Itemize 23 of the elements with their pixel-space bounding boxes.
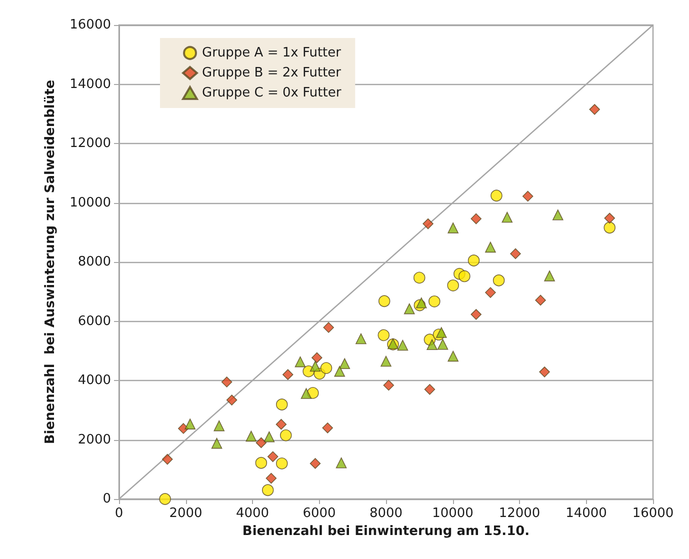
x-tick-label: 2000 (169, 506, 202, 521)
x-tick-label: 6000 (302, 506, 336, 521)
y-tick-label: 12000 (70, 136, 111, 151)
y-tick-label: 16000 (70, 18, 111, 32)
x-tick-label: 0 (114, 506, 124, 521)
legend-label: Gruppe C = 0x Futter (202, 86, 342, 100)
y-tick-label: 2000 (78, 432, 111, 448)
y-tick-label: 14000 (70, 76, 111, 92)
legend-label: Gruppe B = 2x Futter (202, 66, 342, 80)
x-axis-title: Bienenzahl bei Einwinterung am 15.10. (242, 524, 530, 539)
x-tick-label: 16000 (632, 506, 674, 521)
legend-label: Gruppe A = 1x Futter (202, 46, 342, 60)
x-tick-label: 12000 (498, 506, 540, 521)
x-tick-label: 14000 (566, 506, 607, 521)
x-tick-label: 8000 (369, 506, 403, 521)
y-tick-label: 8000 (78, 254, 111, 270)
y-axis-title: Bienenzahl bei Auswinterung zur Salweidenblüte (43, 80, 58, 444)
x-tick-label: 4000 (236, 506, 270, 521)
y-tick-label: 4000 (78, 373, 111, 388)
y-tick-label: 10000 (70, 195, 111, 210)
x-tick-label: 10000 (432, 506, 474, 521)
y-tick-label: 6000 (78, 314, 111, 329)
y-tick-label: 0 (102, 492, 111, 506)
